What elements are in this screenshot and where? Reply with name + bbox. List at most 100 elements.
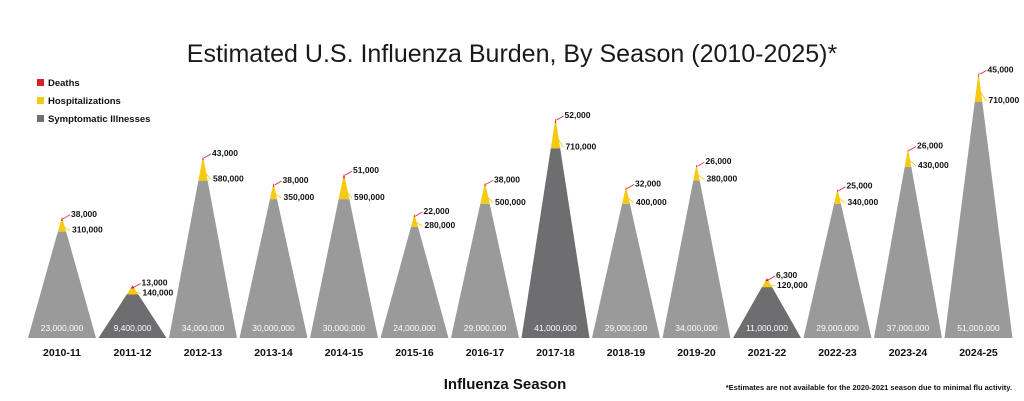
deaths-label-2016-17: 38,000 (494, 174, 520, 184)
deaths-label-2011-12: 13,000 (142, 278, 168, 288)
peak-2013-14: 38,000 350,000 30,000,000 (239, 175, 315, 338)
illness-area-2016-17 (451, 203, 519, 338)
illness-area-2015-16 (380, 226, 449, 338)
hospitalization-leader-2015-16 (414, 221, 423, 227)
hospitalization-leader-2012-13 (203, 170, 212, 180)
deaths-label-2017-18: 52,000 (565, 110, 591, 120)
deaths-area-2022-23 (836, 188, 839, 192)
deaths-area-2013-14 (272, 183, 275, 187)
hospitalization-label-2016-17: 500,000 (495, 197, 526, 207)
peak-2017-18: 52,000 710,000 41,000,000 (521, 110, 597, 338)
illness-label-2016-17: 29,000,000 (464, 323, 507, 333)
season-label-2012-13: 2012-13 (184, 347, 223, 359)
deaths-label-2024-25: 45,000 (988, 64, 1014, 74)
illness-label-2012-13: 34,000,000 (182, 323, 225, 333)
peak-2012-13: 43,000 580,000 34,000,000 (169, 148, 244, 338)
deaths-label-2022-23: 25,000 (847, 181, 873, 191)
hospitalization-label-2021-22: 120,000 (777, 280, 808, 290)
deaths-area-2017-18 (554, 117, 557, 124)
hospitalization-leader-2021-22 (767, 283, 776, 287)
deaths-leader-2019-20 (697, 161, 705, 167)
illness-area-2017-18 (521, 148, 590, 338)
deaths-leader-2021-22 (767, 275, 776, 281)
illness-label-2021-22: 11,000,000 (746, 323, 788, 333)
season-label-2016-17: 2016-17 (466, 347, 505, 359)
illness-label-2018-19: 29,000,000 (605, 323, 648, 333)
peak-2014-15: 51,000 590,000 30,000,000 (310, 165, 385, 338)
illness-area-2018-19 (592, 203, 660, 338)
illness-area-2022-23 (803, 203, 872, 338)
hospitalization-area-2015-16 (410, 217, 419, 227)
hospitalization-area-2016-17 (480, 186, 490, 204)
illness-label-2013-14: 30,000,000 (252, 323, 295, 333)
deaths-leader-2018-19 (626, 184, 635, 189)
legend-label-deaths: Deaths (48, 78, 80, 89)
hospitalization-area-2018-19 (622, 189, 630, 204)
illness-area-2021-22 (733, 287, 801, 338)
chart-title: Estimated U.S. Influenza Burden, By Seas… (187, 40, 838, 68)
illness-label-2014-15: 30,000,000 (323, 323, 366, 333)
hospitalization-label-2019-20: 380,000 (707, 174, 738, 184)
deaths-leader-2015-16 (415, 211, 423, 217)
deaths-leader-2016-17 (485, 179, 494, 185)
season-label-2015-16: 2015-16 (395, 347, 434, 359)
deaths-label-2010-11: 38,000 (71, 209, 97, 219)
season-label-2017-18: 2017-18 (536, 347, 575, 359)
season-label-2024-25: 2024-25 (959, 347, 998, 359)
peak-2018-19: 32,000 400,000 29,000,000 (592, 178, 667, 338)
deaths-leader-2017-18 (556, 115, 564, 121)
hospitalization-label-2017-18: 710,000 (566, 141, 597, 151)
hospitalization-area-2019-20 (693, 167, 700, 181)
hospitalization-area-2017-18 (550, 123, 561, 149)
peak-2024-25: 45,000 710,000 51,000,000 (944, 64, 1019, 338)
illness-label-2023-24: 37,000,000 (887, 323, 930, 333)
hospitalization-leader-2024-25 (978, 89, 987, 102)
deaths-area-2016-17 (484, 182, 486, 187)
hospitalization-area-2012-13 (198, 160, 208, 181)
deaths-area-2010-11 (60, 216, 64, 221)
hospitalization-area-2021-22 (761, 281, 773, 288)
illness-label-2015-16: 24,000,000 (393, 323, 436, 333)
peak-2010-11: 38,000 310,000 23,000,000 (28, 209, 103, 338)
legend-label-symptomatic-illnesses: Symptomatic Illnesses (48, 114, 150, 125)
deaths-leader-2014-15 (344, 170, 353, 176)
illness-area-2011-12 (98, 294, 167, 338)
hospitalization-leader-2014-15 (344, 188, 353, 199)
deaths-label-2012-13: 43,000 (212, 148, 238, 158)
hospitalization-label-2013-14: 350,000 (284, 192, 315, 202)
illness-area-2013-14 (239, 199, 308, 338)
deaths-label-2019-20: 26,000 (706, 156, 732, 166)
illness-label-2024-25: 51,000,000 (957, 323, 1000, 333)
hospitalization-area-2023-24 (904, 151, 912, 167)
legend: Deaths Hospitalizations Symptomatic Illn… (37, 78, 150, 125)
season-label-2023-24: 2023-24 (889, 347, 928, 359)
deaths-area-2011-12 (130, 285, 135, 289)
illness-area-2010-11 (28, 231, 96, 338)
hospitalization-leader-2023-24 (908, 158, 917, 167)
illness-label-2019-20: 34,000,000 (675, 323, 718, 333)
season-label-2011-12: 2011-12 (114, 347, 152, 359)
legend-swatch-hospitalizations (37, 97, 44, 104)
hospitalization-leader-2013-14 (273, 192, 282, 199)
footnote: *Estimates are not available for the 202… (726, 383, 1012, 392)
hospitalization-leader-2022-23 (837, 197, 846, 204)
peak-2022-23: 25,000 340,000 29,000,000 (803, 181, 878, 338)
season-label-2022-23: 2022-23 (818, 347, 857, 359)
deaths-area-2023-24 (907, 148, 909, 152)
hospitalization-label-2011-12: 140,000 (143, 288, 174, 298)
hospitalization-area-2013-14 (269, 186, 278, 200)
season-label-2010-11: 2010-11 (43, 347, 81, 359)
deaths-leader-2022-23 (838, 186, 846, 192)
hospitalization-label-2014-15: 590,000 (354, 192, 385, 202)
illness-label-2022-23: 29,000,000 (816, 323, 859, 333)
deaths-leader-2024-25 (979, 70, 987, 75)
hospitalization-label-2010-11: 310,000 (72, 225, 103, 235)
season-label-2018-19: 2018-19 (607, 347, 646, 359)
deaths-area-2021-22 (765, 278, 769, 282)
deaths-label-2018-19: 32,000 (635, 178, 661, 188)
season-label-2019-20: 2019-20 (677, 347, 716, 359)
hospitalization-label-2012-13: 580,000 (213, 174, 244, 184)
